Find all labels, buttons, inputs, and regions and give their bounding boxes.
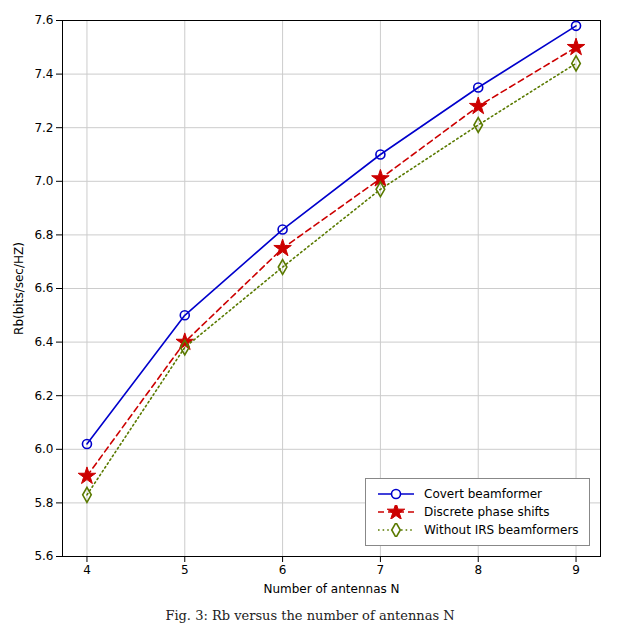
svg-text:6.0: 6.0 [34, 442, 53, 456]
svg-text:7: 7 [377, 563, 385, 577]
html-text:Fig. 3: Rb versus the number o: Fig. 3: Rb versus the number of antennas… [165, 608, 455, 623]
svg-text:5.8: 5.8 [34, 496, 53, 510]
svg-text:6.2: 6.2 [34, 389, 53, 403]
svg-text:7.0: 7.0 [34, 174, 53, 188]
svg-text:9: 9 [572, 563, 580, 577]
svg-text:7.6: 7.6 [34, 13, 53, 27]
html-text:Discrete phase shifts: Discrete phase shifts [424, 505, 550, 519]
svg-text:4: 4 [83, 563, 91, 577]
svg-text:6.6: 6.6 [34, 281, 53, 295]
svg-text:Number of antennas N: Number of antennas N [263, 582, 399, 596]
svg-text:6.8: 6.8 [34, 228, 53, 242]
html-text:Covert beamformer: Covert beamformer [424, 487, 542, 501]
svg-text:6.4: 6.4 [34, 335, 53, 349]
svg-text:8: 8 [474, 563, 482, 577]
svg-text:6: 6 [279, 563, 287, 577]
svg-text:7.4: 7.4 [34, 67, 53, 81]
svg-text:Rb(bits/sec/HZ): Rb(bits/sec/HZ) [12, 242, 26, 335]
svg-text:5: 5 [181, 563, 189, 577]
svg-text:7.2: 7.2 [34, 121, 53, 135]
svg-text:5.6: 5.6 [34, 549, 53, 563]
html-text:Without IRS beamformers: Without IRS beamformers [424, 523, 579, 537]
